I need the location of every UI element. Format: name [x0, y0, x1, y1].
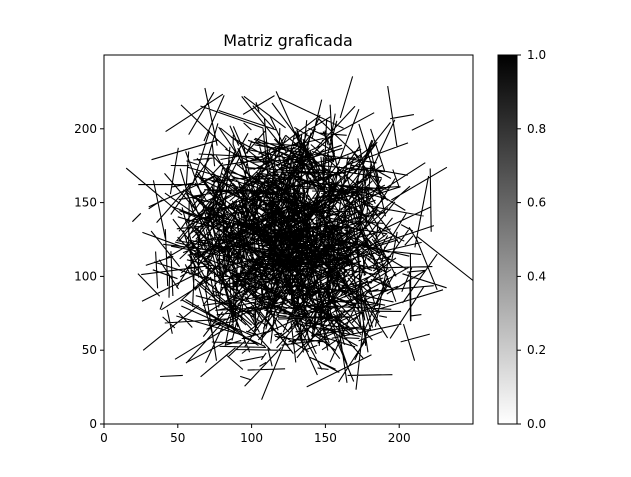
y-tick-label: 0: [89, 417, 97, 431]
y-tick-label: 50: [82, 343, 97, 357]
colorbar-gradient: [497, 54, 518, 425]
colorbar: 0.0 0.2 0.4 0.6 0.8 1.0: [497, 48, 546, 431]
y-tick-label: 100: [74, 269, 97, 283]
x-tick-label: 100: [240, 431, 263, 445]
plot-frame: [103, 54, 474, 425]
y-axis: 0 50 100 150 200: [74, 122, 104, 431]
matrix-image: [125, 76, 474, 400]
colorbar-tick-label: 0.6: [527, 196, 546, 210]
colorbar-tick-label: 0.2: [527, 343, 546, 357]
matrix-line-segments: [125, 76, 474, 400]
x-tick-label: 200: [388, 431, 411, 445]
colorbar-tick-label: 0.4: [527, 269, 546, 283]
y-tick-label: 150: [74, 196, 97, 210]
x-tick-label: 150: [314, 431, 337, 445]
colorbar-tick-label: 1.0: [527, 48, 546, 62]
x-axis: 0 50 100 150 200: [100, 424, 411, 445]
x-tick-label: 0: [100, 431, 108, 445]
colorbar-tick-label: 0.8: [527, 122, 546, 136]
chart-title: Matriz graficada: [223, 31, 353, 50]
colorbar-ticks: 0.0 0.2 0.4 0.6 0.8 1.0: [517, 48, 546, 431]
colorbar-tick-label: 0.0: [527, 417, 546, 431]
y-tick-label: 200: [74, 122, 97, 136]
x-tick-label: 50: [170, 431, 185, 445]
plot-area: [103, 54, 474, 425]
